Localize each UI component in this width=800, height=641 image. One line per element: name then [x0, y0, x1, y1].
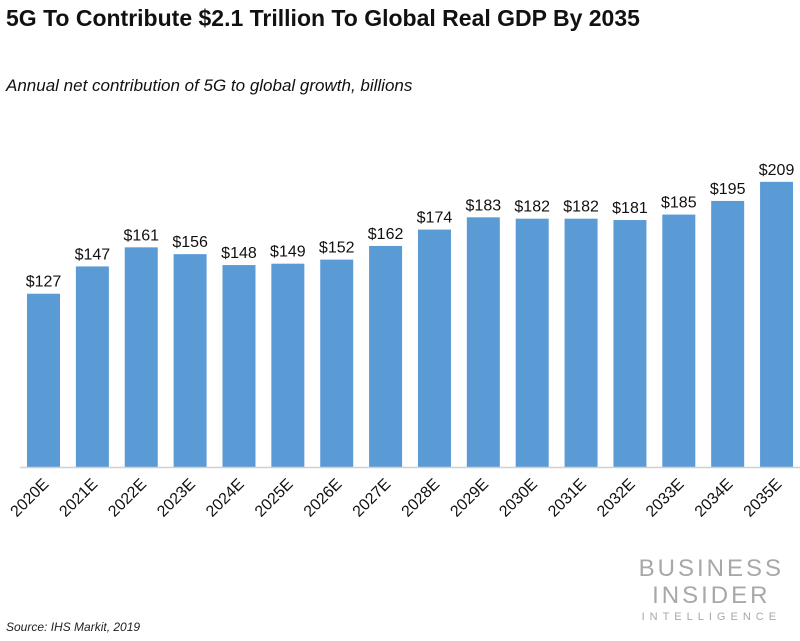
data-label: $174: [417, 210, 453, 227]
bar-2027E: [369, 245, 403, 467]
x-tick-label: 2024E: [203, 476, 248, 521]
logo-line-3: INTELLIGENCE: [641, 611, 782, 623]
bar-2034E: [711, 200, 745, 467]
bar-2028E: [417, 229, 451, 467]
data-label: $182: [563, 199, 599, 216]
bar-2021E: [75, 266, 109, 467]
data-label: $182: [514, 199, 550, 216]
data-label: $162: [368, 226, 404, 243]
source-note: Source: IHS Markit, 2019: [6, 620, 141, 634]
bar-2024E: [222, 265, 256, 467]
bar-2023E: [173, 254, 207, 467]
data-label: $161: [123, 227, 159, 244]
chart-title: 5G To Contribute $2.1 Trillion To Global…: [6, 5, 640, 31]
x-tick-label: 2025E: [252, 476, 297, 521]
data-label: $209: [759, 162, 795, 179]
data-label: $195: [710, 181, 746, 198]
bar-2022E: [124, 247, 158, 467]
data-label: $127: [26, 274, 62, 291]
x-tick-label: 2034E: [692, 476, 737, 521]
x-tick-label: 2028E: [399, 476, 444, 521]
x-tick-label: 2026E: [301, 476, 346, 521]
data-label: $181: [612, 200, 648, 217]
business-insider-logo: BUSINESS INSIDER INTELLIGENCE: [639, 555, 784, 623]
x-tick-label: 2022E: [105, 476, 150, 521]
x-tick-label: 2027E: [350, 476, 395, 521]
bar-2026E: [320, 259, 354, 467]
chart-subtitle: Annual net contribution of 5G to global …: [6, 76, 413, 95]
bar-2020E: [27, 293, 60, 467]
data-label: $148: [221, 245, 257, 262]
bar-2035E: [760, 181, 794, 467]
x-tick-label: 2030E: [496, 476, 541, 521]
data-label: $152: [319, 240, 355, 257]
bar-2025E: [271, 263, 305, 467]
x-tick-label: 2020E: [8, 476, 53, 521]
data-label: $147: [75, 246, 111, 263]
x-tick-label: 2033E: [643, 476, 688, 521]
logo-line-2: INSIDER: [652, 582, 771, 609]
bar-2031E: [564, 218, 598, 467]
logo-line-1: BUSINESS: [638, 555, 784, 582]
bar-2033E: [662, 214, 696, 467]
x-tick-label: 2021E: [56, 476, 101, 521]
data-label: $185: [661, 195, 697, 212]
x-tick-label: 2023E: [154, 476, 199, 521]
x-tick-label: 2032E: [594, 476, 639, 521]
bar-2029E: [466, 217, 500, 467]
bar-2032E: [613, 220, 647, 467]
x-tick-label: 2031E: [545, 476, 590, 521]
data-label: $183: [466, 197, 502, 214]
x-tick-label: 2029E: [447, 476, 492, 521]
x-tick-label: 2035E: [741, 476, 786, 521]
data-label: $156: [172, 234, 208, 251]
data-label: $149: [270, 244, 306, 261]
bar-2030E: [515, 218, 549, 467]
